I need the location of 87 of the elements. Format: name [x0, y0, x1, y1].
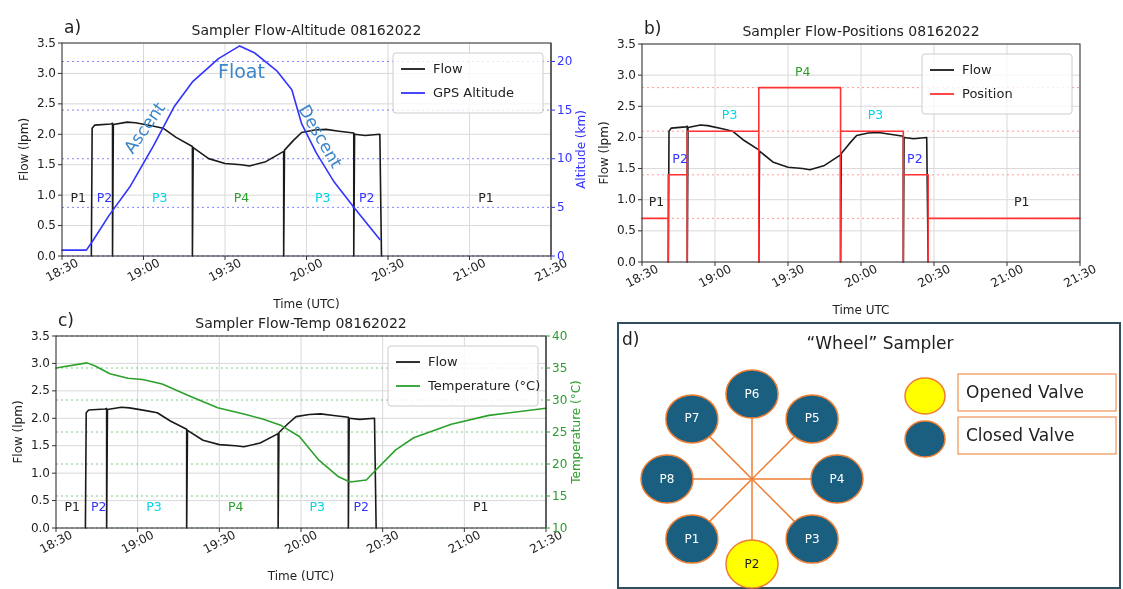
y-tick-label: 1.5: [616, 161, 636, 176]
annotation: P4: [228, 499, 244, 515]
x-axis-title: Time (UTC): [272, 297, 340, 311]
y-tick-label: 2.0: [30, 410, 50, 425]
annotation: P3: [314, 190, 331, 206]
annotation: P4: [233, 190, 250, 206]
annotation: P2: [96, 190, 113, 206]
y-tick-label: 0.0: [616, 254, 636, 269]
text: “Wheel” Sampler: [806, 333, 954, 353]
text: b): [644, 18, 662, 38]
y-tick-label: 3.0: [30, 355, 50, 370]
text: P7: [684, 411, 700, 426]
y2-tick-label: 10: [557, 151, 573, 166]
y-tick-label: 3.0: [36, 65, 56, 80]
annotation: P3: [867, 106, 884, 122]
text: P2: [744, 556, 760, 571]
y2-tick-label: 35: [552, 360, 568, 375]
y-tick-label: 0.0: [36, 248, 56, 263]
y2-tick-label: 15: [552, 488, 568, 503]
y2-tick-label: 20: [552, 456, 568, 471]
text: d): [622, 329, 640, 349]
legend-label: GPS Altitude: [433, 84, 515, 100]
y2-axis-title: Temperature (°C): [569, 380, 583, 485]
text: Closed Valve: [966, 425, 1075, 445]
y-tick-label: 2.5: [30, 383, 50, 398]
y-tick-label: 0.5: [30, 493, 50, 508]
y2-tick-label: 5: [557, 199, 565, 214]
legend-label: Flow: [962, 61, 993, 77]
annotation: P1: [64, 499, 80, 515]
text: c): [58, 310, 74, 330]
annotation: P1: [648, 193, 665, 209]
annotation: Float: [217, 59, 265, 82]
y-tick-label: 1.0: [36, 187, 56, 202]
y2-tick-label: 20: [557, 53, 573, 68]
text: P3: [804, 531, 820, 546]
y2-tick-label: 15: [557, 102, 573, 117]
annotation: P2: [90, 499, 107, 515]
y-tick-label: 3.5: [36, 35, 56, 50]
text: P8: [659, 471, 675, 486]
text: P6: [744, 386, 760, 401]
annotation: P1: [1014, 193, 1030, 209]
y-tick-label: 0.0: [30, 520, 50, 535]
text: P1: [684, 531, 700, 546]
annotation: P1: [70, 190, 86, 206]
y-axis-title: Flow (lpm): [17, 117, 31, 182]
legend-label: Position: [962, 85, 1013, 101]
y-axis-title: Flow (lpm): [11, 400, 25, 464]
y-tick-label: 2.5: [616, 98, 636, 113]
y-tick-label: 0.5: [616, 223, 636, 238]
y-tick-label: 0.5: [36, 218, 56, 233]
chart-title: Sampler Flow-Altitude 08162022: [191, 22, 422, 38]
y-tick-label: 1.5: [30, 438, 50, 453]
x-axis-title: Time UTC: [831, 303, 890, 317]
annotation: P2: [907, 150, 923, 166]
y2-tick-label: 40: [552, 328, 568, 343]
legend-label: Temperature (°C): [427, 377, 541, 393]
y-tick-label: 2.0: [616, 129, 636, 144]
y-axis-title: Flow (lpm): [597, 121, 611, 185]
annotation: P2: [358, 190, 375, 206]
y-tick-label: 3.5: [616, 36, 636, 51]
y-tick-label: 1.5: [36, 157, 56, 172]
text: P5: [804, 411, 820, 426]
annotation: P3: [721, 106, 738, 122]
legend-label: Flow: [433, 60, 464, 76]
chart-title: Sampler Flow-Positions 08162022: [742, 23, 980, 39]
x-axis-title: Time (UTC): [266, 569, 335, 583]
y-tick-label: 3.5: [30, 328, 50, 343]
annotation: P3: [146, 499, 162, 515]
y-tick-label: 3.0: [616, 67, 636, 82]
y2-axis-title: Altitude (km): [574, 110, 588, 189]
y-tick-label: 2.5: [36, 96, 56, 111]
legend-label: Flow: [428, 353, 459, 369]
text: P4: [829, 471, 845, 486]
annotation: P3: [152, 190, 168, 206]
y-tick-label: 1.0: [30, 465, 50, 480]
y2-tick-label: 30: [552, 392, 568, 407]
chart-title: Sampler Flow-Temp 08162022: [195, 315, 407, 331]
y-tick-label: 2.0: [36, 126, 56, 141]
annotation: P2: [353, 499, 370, 515]
text: a): [64, 17, 82, 37]
annotation: P3: [309, 499, 325, 515]
annotation: P1: [478, 190, 494, 206]
annotation: P1: [473, 499, 489, 515]
y-tick-label: 1.0: [616, 192, 636, 207]
annotation: P4: [795, 63, 811, 79]
y2-tick-label: 25: [552, 424, 568, 439]
text: Opened Valve: [966, 382, 1085, 402]
